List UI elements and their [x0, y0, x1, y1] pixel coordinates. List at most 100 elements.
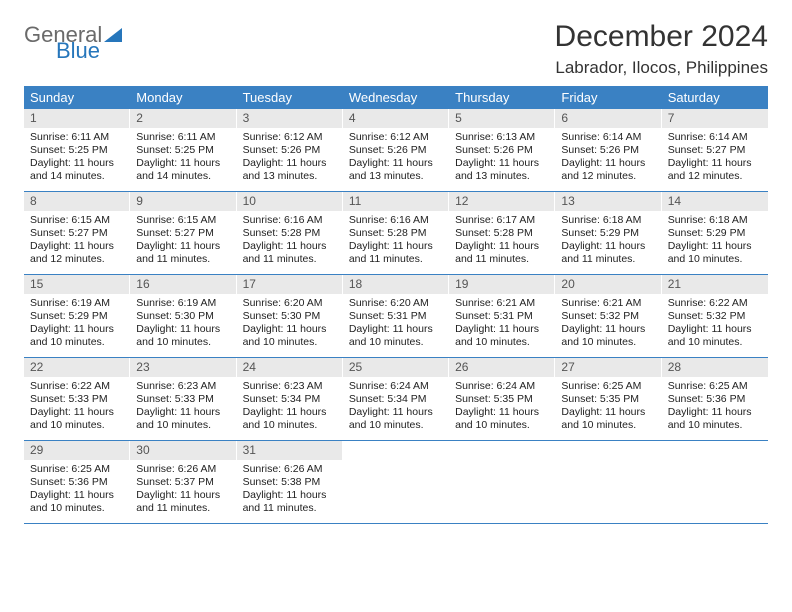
day-number: 29: [24, 441, 130, 460]
daylight-line: Daylight: 11 hours and 13 minutes.: [349, 157, 443, 183]
day-body: Sunrise: 6:17 AMSunset: 5:28 PMDaylight:…: [449, 211, 555, 272]
sunrise-line: Sunrise: 6:11 AM: [30, 131, 124, 144]
day-cell: 19Sunrise: 6:21 AMSunset: 5:31 PMDayligh…: [449, 275, 555, 357]
header: General Blue December 2024 Labrador, Ilo…: [24, 20, 768, 78]
day-number: 20: [555, 275, 661, 294]
daylight-line: Daylight: 11 hours and 10 minutes.: [30, 406, 124, 432]
sunrise-line: Sunrise: 6:21 AM: [561, 297, 655, 310]
day-number: 4: [343, 109, 449, 128]
day-cell: 25Sunrise: 6:24 AMSunset: 5:34 PMDayligh…: [343, 358, 449, 440]
sunset-line: Sunset: 5:25 PM: [30, 144, 124, 157]
sunrise-line: Sunrise: 6:25 AM: [561, 380, 655, 393]
sunrise-line: Sunrise: 6:23 AM: [243, 380, 337, 393]
daylight-line: Daylight: 11 hours and 13 minutes.: [243, 157, 337, 183]
day-body: Sunrise: 6:24 AMSunset: 5:35 PMDaylight:…: [449, 377, 555, 438]
sunset-line: Sunset: 5:28 PM: [349, 227, 443, 240]
daylight-line: Daylight: 11 hours and 10 minutes.: [349, 406, 443, 432]
day-body: Sunrise: 6:15 AMSunset: 5:27 PMDaylight:…: [24, 211, 130, 272]
daylight-line: Daylight: 11 hours and 11 minutes.: [243, 489, 337, 515]
sunset-line: Sunset: 5:29 PM: [561, 227, 655, 240]
sunset-line: Sunset: 5:28 PM: [243, 227, 337, 240]
day-header: Friday: [555, 86, 661, 109]
week-row: 15Sunrise: 6:19 AMSunset: 5:29 PMDayligh…: [24, 275, 768, 358]
sunrise-line: Sunrise: 6:26 AM: [243, 463, 337, 476]
sunrise-line: Sunrise: 6:22 AM: [668, 297, 762, 310]
day-body: Sunrise: 6:22 AMSunset: 5:32 PMDaylight:…: [662, 294, 768, 355]
day-body: Sunrise: 6:21 AMSunset: 5:32 PMDaylight:…: [555, 294, 661, 355]
day-body: Sunrise: 6:18 AMSunset: 5:29 PMDaylight:…: [555, 211, 661, 272]
day-number: 25: [343, 358, 449, 377]
day-number: 15: [24, 275, 130, 294]
day-cell: 22Sunrise: 6:22 AMSunset: 5:33 PMDayligh…: [24, 358, 130, 440]
day-number: 19: [449, 275, 555, 294]
sunrise-line: Sunrise: 6:25 AM: [30, 463, 124, 476]
day-body: Sunrise: 6:19 AMSunset: 5:29 PMDaylight:…: [24, 294, 130, 355]
sunrise-line: Sunrise: 6:20 AM: [243, 297, 337, 310]
day-number: 6: [555, 109, 661, 128]
daylight-line: Daylight: 11 hours and 10 minutes.: [455, 406, 549, 432]
sunrise-line: Sunrise: 6:20 AM: [349, 297, 443, 310]
day-number: 3: [237, 109, 343, 128]
week-row: 29Sunrise: 6:25 AMSunset: 5:36 PMDayligh…: [24, 441, 768, 524]
day-header: Sunday: [24, 86, 130, 109]
day-body: Sunrise: 6:14 AMSunset: 5:27 PMDaylight:…: [662, 128, 768, 189]
day-cell: 12Sunrise: 6:17 AMSunset: 5:28 PMDayligh…: [449, 192, 555, 274]
day-number: 12: [449, 192, 555, 211]
day-cell: 28Sunrise: 6:25 AMSunset: 5:36 PMDayligh…: [662, 358, 768, 440]
sunset-line: Sunset: 5:25 PM: [136, 144, 230, 157]
day-number: 16: [130, 275, 236, 294]
day-body: Sunrise: 6:26 AMSunset: 5:38 PMDaylight:…: [237, 460, 343, 521]
sunrise-line: Sunrise: 6:19 AM: [30, 297, 124, 310]
sunset-line: Sunset: 5:27 PM: [668, 144, 762, 157]
day-body: Sunrise: 6:20 AMSunset: 5:30 PMDaylight:…: [237, 294, 343, 355]
daylight-line: Daylight: 11 hours and 10 minutes.: [349, 323, 443, 349]
sunset-line: Sunset: 5:30 PM: [243, 310, 337, 323]
day-number: 22: [24, 358, 130, 377]
daylight-line: Daylight: 11 hours and 12 minutes.: [561, 157, 655, 183]
sunset-line: Sunset: 5:34 PM: [243, 393, 337, 406]
daylight-line: Daylight: 11 hours and 10 minutes.: [136, 323, 230, 349]
day-body: Sunrise: 6:12 AMSunset: 5:26 PMDaylight:…: [237, 128, 343, 189]
day-cell: 7Sunrise: 6:14 AMSunset: 5:27 PMDaylight…: [662, 109, 768, 191]
sunset-line: Sunset: 5:27 PM: [136, 227, 230, 240]
sunrise-line: Sunrise: 6:18 AM: [668, 214, 762, 227]
location-text: Labrador, Ilocos, Philippines: [555, 58, 768, 78]
day-body: Sunrise: 6:12 AMSunset: 5:26 PMDaylight:…: [343, 128, 449, 189]
day-body: Sunrise: 6:13 AMSunset: 5:26 PMDaylight:…: [449, 128, 555, 189]
daylight-line: Daylight: 11 hours and 14 minutes.: [136, 157, 230, 183]
day-cell: 2Sunrise: 6:11 AMSunset: 5:25 PMDaylight…: [130, 109, 236, 191]
daylight-line: Daylight: 11 hours and 10 minutes.: [455, 323, 549, 349]
daylight-line: Daylight: 11 hours and 10 minutes.: [668, 406, 762, 432]
day-cell: 16Sunrise: 6:19 AMSunset: 5:30 PMDayligh…: [130, 275, 236, 357]
day-cell: [555, 441, 661, 523]
sunrise-line: Sunrise: 6:18 AM: [561, 214, 655, 227]
daylight-line: Daylight: 11 hours and 10 minutes.: [30, 323, 124, 349]
day-cell: [343, 441, 449, 523]
sunrise-line: Sunrise: 6:17 AM: [455, 214, 549, 227]
day-cell: [449, 441, 555, 523]
day-number: 24: [237, 358, 343, 377]
day-number: 7: [662, 109, 768, 128]
day-number: 14: [662, 192, 768, 211]
daylight-line: Daylight: 11 hours and 11 minutes.: [561, 240, 655, 266]
daylight-line: Daylight: 11 hours and 11 minutes.: [455, 240, 549, 266]
title-block: December 2024 Labrador, Ilocos, Philippi…: [555, 20, 768, 78]
day-cell: 21Sunrise: 6:22 AMSunset: 5:32 PMDayligh…: [662, 275, 768, 357]
sunset-line: Sunset: 5:26 PM: [243, 144, 337, 157]
sunset-line: Sunset: 5:29 PM: [30, 310, 124, 323]
day-number: 31: [237, 441, 343, 460]
day-header: Wednesday: [343, 86, 449, 109]
daylight-line: Daylight: 11 hours and 10 minutes.: [668, 323, 762, 349]
day-number: 26: [449, 358, 555, 377]
sunset-line: Sunset: 5:28 PM: [455, 227, 549, 240]
daylight-line: Daylight: 11 hours and 10 minutes.: [561, 323, 655, 349]
day-body: Sunrise: 6:22 AMSunset: 5:33 PMDaylight:…: [24, 377, 130, 438]
sunset-line: Sunset: 5:29 PM: [668, 227, 762, 240]
day-body: Sunrise: 6:25 AMSunset: 5:36 PMDaylight:…: [662, 377, 768, 438]
day-cell: 10Sunrise: 6:16 AMSunset: 5:28 PMDayligh…: [237, 192, 343, 274]
sunset-line: Sunset: 5:32 PM: [561, 310, 655, 323]
day-body: Sunrise: 6:23 AMSunset: 5:33 PMDaylight:…: [130, 377, 236, 438]
day-cell: [662, 441, 768, 523]
sunrise-line: Sunrise: 6:26 AM: [136, 463, 230, 476]
day-number: 9: [130, 192, 236, 211]
